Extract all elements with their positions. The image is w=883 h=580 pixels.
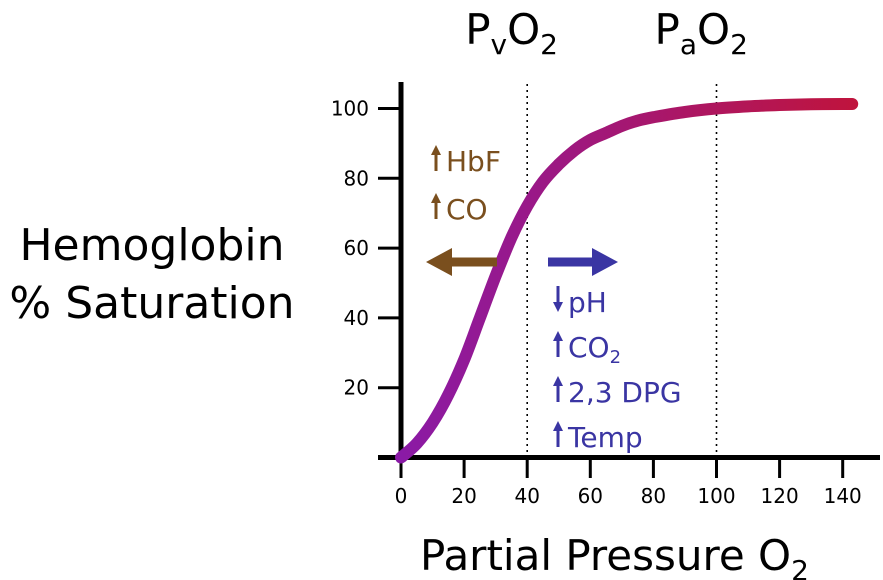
x-ticks: 0 20 40 60 80 100 120 140: [395, 457, 862, 508]
reference-labels: PvO2 PaO2: [465, 5, 748, 61]
shift-factor-text: pH: [568, 286, 607, 319]
x-axis-label-main: Partial Pressure O: [420, 531, 791, 580]
shift-factor-sub: 2: [610, 347, 621, 368]
shift-factor-text: CO: [568, 331, 610, 364]
left-shift-factors: HbF CO: [426, 145, 501, 276]
shift-factor-label: 2,3 DPG: [568, 376, 682, 409]
y-axis-label-line1: Hemoglobin: [19, 220, 284, 271]
reference-label: PaO2: [655, 5, 748, 61]
reference-label-sub: a: [680, 28, 697, 61]
y-tick-label: 40: [344, 306, 369, 330]
x-tick-label: 60: [578, 484, 603, 508]
x-tick-label: 0: [395, 484, 408, 508]
right-shift-factors: pH CO2 2,3 DPG Temp: [548, 248, 682, 454]
reference-label-p: P: [655, 5, 680, 54]
shift-factor-label: HbF: [446, 145, 501, 178]
reference-label-o: O: [697, 5, 730, 54]
reference-label-sub: v: [491, 28, 508, 61]
saturation-curve: [395, 97, 859, 464]
up-arrow-icon: [553, 331, 563, 341]
x-tick-label: 40: [514, 484, 539, 508]
y-ticks: 20 40 60 80 100: [331, 97, 401, 400]
y-tick-label: 20: [344, 376, 369, 400]
x-tick-label: 120: [761, 484, 799, 508]
shift-factor-label: CO: [446, 193, 488, 226]
up-arrow-icon: [431, 193, 441, 203]
up-arrow-icon: [553, 421, 563, 431]
x-tick-label: 100: [697, 484, 735, 508]
x-tick-label: 80: [641, 484, 666, 508]
y-tick-label: 60: [344, 236, 369, 260]
reference-lines: [526, 84, 718, 456]
shift-factor-label: Temp: [567, 421, 643, 454]
left-shift-arrow-icon: [426, 248, 452, 276]
shift-factor-text: CO: [446, 193, 488, 226]
shift-factor-text: Temp: [567, 421, 643, 454]
right-shift-arrow-icon: [592, 248, 618, 276]
shift-factor-text: 2,3 DPG: [568, 376, 682, 409]
shift-factor-label: pH: [568, 286, 607, 319]
y-tick-label: 100: [331, 97, 369, 121]
y-axis-label-line2: % Saturation: [9, 278, 294, 329]
reference-label-sub2: 2: [540, 28, 558, 61]
shift-factor-label: CO2: [568, 331, 621, 368]
reference-label-o: O: [507, 5, 540, 54]
shift-factor-text: HbF: [446, 145, 501, 178]
reference-label-p: P: [465, 5, 490, 54]
x-tick-label: 140: [824, 484, 862, 508]
y-tick-label: 80: [344, 166, 369, 190]
x-axis-label: Partial Pressure O2: [420, 531, 809, 580]
reference-label-sub2: 2: [730, 28, 748, 61]
down-arrow-icon: [553, 302, 563, 312]
x-axis-label-sub: 2: [791, 554, 809, 580]
x-tick-label: 20: [451, 484, 476, 508]
reference-label: PvO2: [465, 5, 558, 61]
up-arrow-icon: [553, 376, 563, 386]
up-arrow-icon: [431, 145, 441, 155]
